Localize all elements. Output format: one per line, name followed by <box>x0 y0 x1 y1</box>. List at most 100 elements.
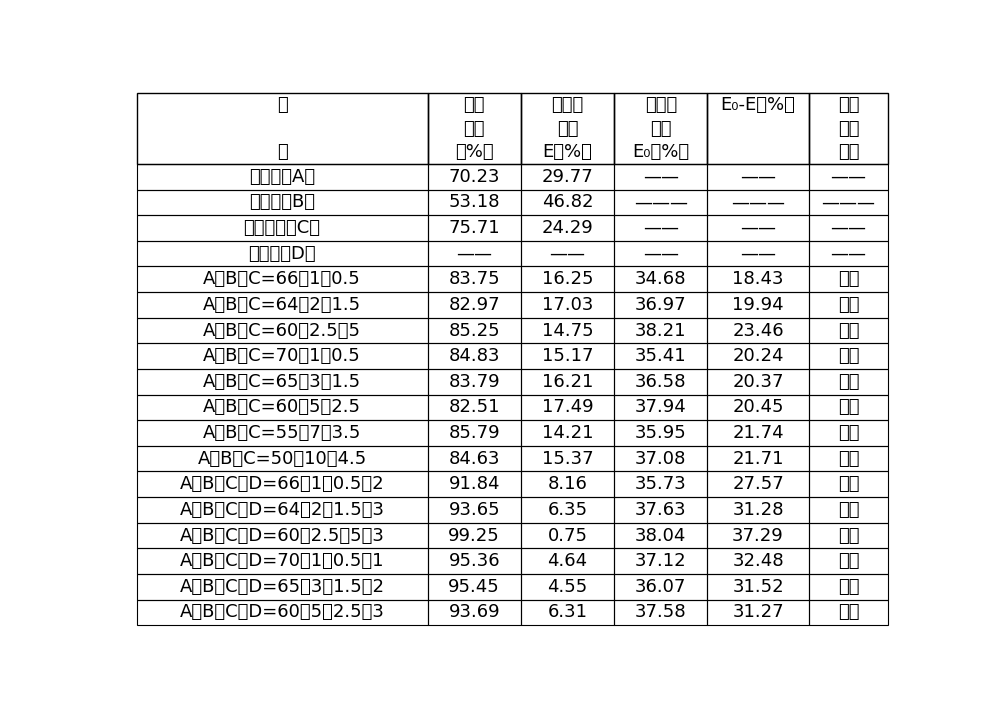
Text: A：B：C=60：5：2.5: A：B：C=60：5：2.5 <box>203 399 361 416</box>
Text: 36.07: 36.07 <box>635 578 686 595</box>
Text: 4.55: 4.55 <box>547 578 588 595</box>
Bar <box>809 266 888 292</box>
Text: 37.94: 37.94 <box>635 399 687 416</box>
Text: ———: ——— <box>634 193 688 212</box>
Text: 增效: 增效 <box>838 527 859 544</box>
Bar <box>809 574 888 600</box>
Bar <box>521 93 614 164</box>
Text: E（%）: E（%） <box>543 143 592 161</box>
Text: 17.49: 17.49 <box>542 399 593 416</box>
Bar <box>428 292 521 318</box>
Bar <box>614 600 707 625</box>
Bar <box>137 190 428 215</box>
Text: 82.97: 82.97 <box>448 296 500 314</box>
Text: 实际存: 实际存 <box>551 96 584 114</box>
Bar <box>137 164 428 190</box>
Text: 19.94: 19.94 <box>732 296 784 314</box>
Text: A：B：C：D=60：2.5：5：3: A：B：C：D=60：2.5：5：3 <box>180 527 385 544</box>
Bar <box>614 190 707 215</box>
Bar <box>137 93 428 164</box>
Text: A：B：C=64：2：1.5: A：B：C=64：2：1.5 <box>203 296 361 314</box>
Bar <box>707 523 809 548</box>
Bar <box>809 497 888 523</box>
Text: ——: —— <box>550 245 586 263</box>
Text: 增效: 增效 <box>838 347 859 365</box>
Text: 有机硅（D）: 有机硅（D） <box>248 245 316 263</box>
Text: 活率: 活率 <box>650 120 672 137</box>
Bar <box>614 343 707 369</box>
Text: 93.69: 93.69 <box>448 603 500 622</box>
Bar <box>137 343 428 369</box>
Bar <box>614 292 707 318</box>
Bar <box>707 215 809 241</box>
Bar <box>428 394 521 421</box>
Text: 异丙隆（A）: 异丙隆（A） <box>249 168 315 185</box>
Text: 增效: 增效 <box>838 424 859 442</box>
Text: ——: —— <box>831 168 867 185</box>
Bar <box>521 343 614 369</box>
Text: 85.25: 85.25 <box>448 321 500 340</box>
Bar <box>809 93 888 164</box>
Text: 83.79: 83.79 <box>448 373 500 391</box>
Bar <box>614 497 707 523</box>
Bar <box>521 421 614 446</box>
Text: 增效: 增效 <box>838 475 859 493</box>
Bar <box>614 446 707 472</box>
Text: 31.52: 31.52 <box>732 578 784 595</box>
Bar <box>521 266 614 292</box>
Text: 36.58: 36.58 <box>635 373 687 391</box>
Text: 27.57: 27.57 <box>732 475 784 493</box>
Text: 20.45: 20.45 <box>732 399 784 416</box>
Bar <box>614 369 707 394</box>
Text: 处: 处 <box>277 96 287 114</box>
Text: A：B：C：D=60：5：2.5：3: A：B：C：D=60：5：2.5：3 <box>180 603 385 622</box>
Text: 38.04: 38.04 <box>635 527 686 544</box>
Bar <box>809 421 888 446</box>
Text: 91.84: 91.84 <box>448 475 500 493</box>
Bar <box>521 369 614 394</box>
Bar <box>521 292 614 318</box>
Bar <box>137 292 428 318</box>
Text: 17.03: 17.03 <box>542 296 593 314</box>
Text: 34.68: 34.68 <box>635 270 687 288</box>
Text: E₀（%）: E₀（%） <box>632 143 689 161</box>
Bar <box>809 292 888 318</box>
Bar <box>614 318 707 343</box>
Text: 95.45: 95.45 <box>448 578 500 595</box>
Bar <box>137 549 428 574</box>
Bar <box>521 600 614 625</box>
Text: 增效: 增效 <box>838 399 859 416</box>
Bar <box>521 215 614 241</box>
Bar <box>428 523 521 548</box>
Text: 6.31: 6.31 <box>548 603 588 622</box>
Text: 53.18: 53.18 <box>448 193 500 212</box>
Bar <box>137 523 428 548</box>
Text: 21.71: 21.71 <box>732 450 784 468</box>
Bar <box>521 549 614 574</box>
Bar <box>707 369 809 394</box>
Text: 84.83: 84.83 <box>448 347 500 365</box>
Bar <box>707 266 809 292</box>
Bar <box>521 523 614 548</box>
Text: 38.21: 38.21 <box>635 321 687 340</box>
Text: 14.21: 14.21 <box>542 424 593 442</box>
Text: 增效: 增效 <box>838 321 859 340</box>
Bar <box>137 241 428 266</box>
Bar <box>428 421 521 446</box>
Bar <box>809 394 888 421</box>
Text: 20.24: 20.24 <box>732 347 784 365</box>
Text: 8.16: 8.16 <box>548 475 587 493</box>
Text: 37.12: 37.12 <box>635 552 687 570</box>
Bar <box>428 318 521 343</box>
Text: 83.75: 83.75 <box>448 270 500 288</box>
Text: ——: —— <box>643 168 679 185</box>
Bar <box>614 241 707 266</box>
Bar <box>707 164 809 190</box>
Text: 18.43: 18.43 <box>732 270 784 288</box>
Bar <box>614 549 707 574</box>
Text: 增效: 增效 <box>838 270 859 288</box>
Bar <box>614 93 707 164</box>
Bar <box>428 497 521 523</box>
Text: 85.79: 85.79 <box>448 424 500 442</box>
Bar <box>614 421 707 446</box>
